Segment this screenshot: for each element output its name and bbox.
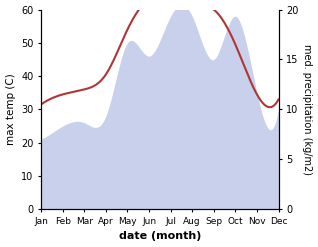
X-axis label: date (month): date (month)	[119, 231, 201, 242]
Y-axis label: med. precipitation (kg/m2): med. precipitation (kg/m2)	[302, 44, 313, 175]
Y-axis label: max temp (C): max temp (C)	[5, 74, 16, 145]
